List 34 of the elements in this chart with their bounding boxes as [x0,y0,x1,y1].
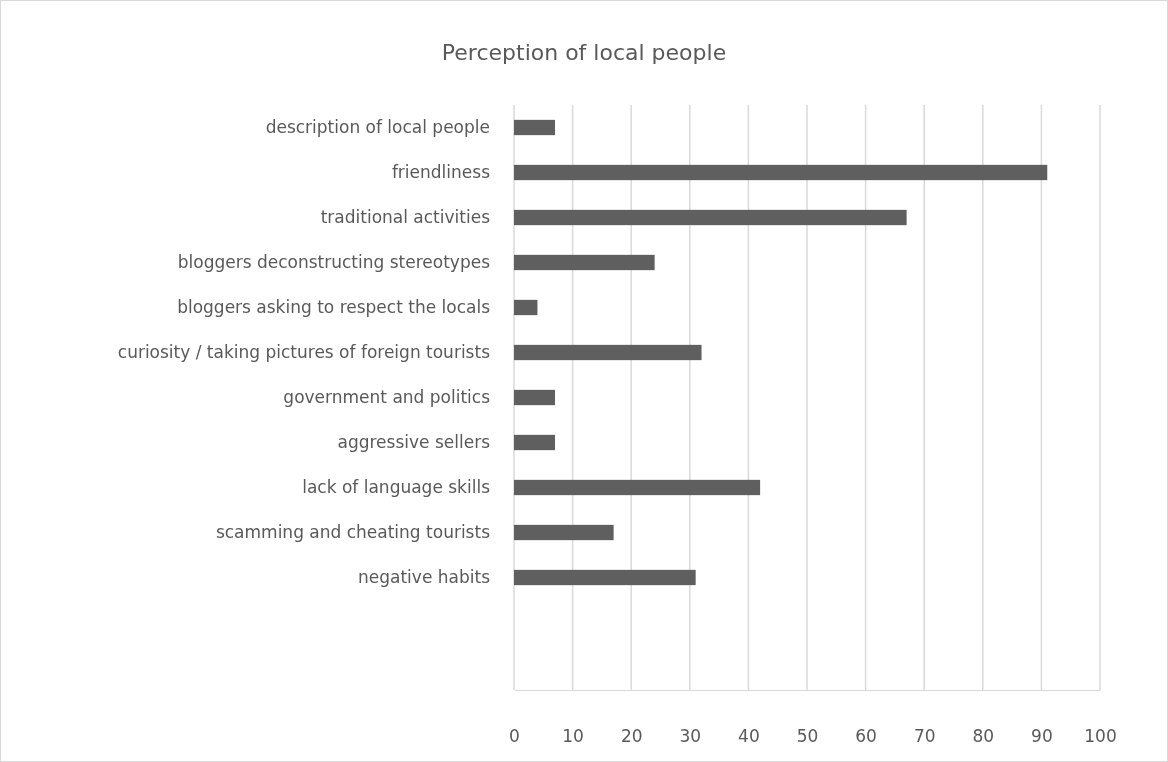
x-tick-label: 90 [1031,726,1053,747]
x-tick-label: 20 [620,726,643,747]
y-tick-label: government and politics [283,387,491,408]
bar [514,569,696,586]
y-tick-label: curiosity / taking pictures of foreign tourists [117,342,491,363]
y-tick-label: bloggers asking to respect the locals [177,297,491,318]
x-tick-label: 30 [679,726,702,747]
x-tick-label: 40 [738,726,760,747]
bar [514,479,761,496]
x-tick-label: 50 [796,726,819,747]
chart-title: Perception of local people [441,40,727,65]
y-tick-label: negative habits [358,567,491,588]
bar [514,254,655,271]
x-tick-label: 60 [855,726,877,747]
bar [514,299,538,316]
bar [514,209,907,226]
bar [514,389,556,406]
y-tick-label: description of local people [265,117,490,138]
bar [514,344,702,361]
y-tick-label: lack of language skills [302,477,491,498]
y-tick-label: bloggers deconstructing stereotypes [177,252,491,273]
x-tick-label: 70 [913,726,936,747]
y-tick-label: traditional activities [320,207,491,228]
bar [514,434,556,451]
bar [514,164,1048,181]
y-tick-label: scamming and cheating tourists [215,522,491,543]
y-tick-label: aggressive sellers [337,432,491,453]
bar [514,119,556,136]
x-tick-label: 100 [1084,726,1117,747]
y-tick-label: friendliness [391,162,491,183]
x-tick-label: 10 [562,726,584,747]
x-tick-label: 0 [509,726,520,747]
bar [514,524,614,541]
x-tick-label: 80 [972,726,995,747]
